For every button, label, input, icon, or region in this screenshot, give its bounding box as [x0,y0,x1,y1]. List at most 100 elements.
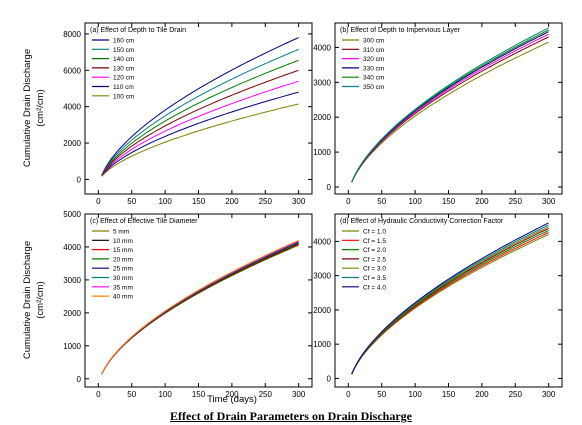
series-line [101,59,299,176]
legend-entry: Cf = 2.5 [363,256,386,263]
y-tick-label: 4000 [63,103,81,112]
series-line [351,222,549,375]
y-tick-label: 1000 [313,148,331,157]
y-axis-label-line2: (cm²/cm) [35,281,46,318]
series-line [101,37,299,176]
legend-entry: 25 mm [113,266,133,273]
x-tick-label: 300 [542,390,556,399]
series-line [101,244,299,375]
series-line [101,69,299,176]
x-tick-label: 200 [475,390,489,399]
legend-entry: 140 cm [113,56,134,63]
legend-entry: 350 cm [363,84,384,91]
x-tick-label: 50 [377,197,386,206]
y-tick-label: 0 [77,175,82,184]
y-axis-label-line2: (cm²/cm) [35,89,46,126]
x-tick-label: 250 [509,197,523,206]
legend-entry: Cf = 1.5 [363,238,386,245]
x-tick-label: 300 [542,197,556,206]
series-line [351,36,549,183]
y-axis-label-line1: Cumulative Drain Discharge [22,241,33,359]
x-tick-label: 250 [259,390,273,399]
x-tick-label: 100 [408,390,422,399]
legend-entry: 40 mm [113,294,133,301]
x-tick-label: 150 [192,390,206,399]
legend-entry: 320 cm [363,56,384,63]
y-tick-label: 3000 [313,272,331,281]
series-line [351,41,549,183]
series-line [101,103,299,177]
legend-entry: 10 mm [113,238,133,245]
legend-entry: 160 cm [113,38,134,45]
legend-entry: 30 mm [113,275,133,282]
series-line [351,31,549,183]
y-tick-label: 4000 [63,243,81,252]
x-tick-label: 250 [259,197,273,206]
legend-entry: Cf = 2.0 [363,247,386,254]
x-axis-label: Time (days) [207,394,257,405]
x-tick-label: 0 [96,197,101,206]
panel-title: (d) Effect of Hydraulic Conductivity Cor… [340,218,504,225]
x-tick-label: 100 [158,390,172,399]
legend-entry: Cf = 4.0 [363,284,386,291]
x-tick-label: 200 [225,390,239,399]
panel-title: (c) Effect of Effective Tile Diameter [90,218,198,225]
y-tick-label: 1000 [63,342,81,351]
y-tick-label: 1000 [313,340,331,349]
series-line [101,91,299,177]
legend-entry: Cf = 1.0 [363,229,386,236]
y-tick-label: 4000 [313,43,331,52]
legend-entry: 20 mm [113,256,133,263]
x-tick-label: 0 [96,390,101,399]
legend-entry: 340 cm [363,75,384,82]
y-axis-label-top: Cumulative Drain Discharge (cm²/cm) [22,49,46,167]
y-tick-label: 2000 [63,309,81,318]
x-tick-label: 100 [408,197,422,206]
x-tick-label: 200 [225,197,239,206]
legend-entry: 15 mm [113,247,133,254]
x-tick-label: 250 [509,390,523,399]
y-tick-label: 5000 [63,210,81,219]
legend-entry: 100 cm [113,93,134,100]
y-tick-label: 0 [77,375,82,384]
y-axis-label-line1: Cumulative Drain Discharge [22,49,33,167]
y-tick-label: 3000 [63,276,81,285]
chart-panel: 0 50 100 150 200 250 300010002000300040005000(… [63,210,313,399]
x-tick-label: 200 [475,197,489,206]
x-tick-label: 0 [346,390,351,399]
x-tick-label: 100 [158,197,172,206]
series-line [101,243,299,375]
legend-entry: 5 mm [113,229,129,236]
legend-entry: 150 cm [113,47,134,54]
x-tick-label: 150 [442,197,456,206]
figure-title: Effect of Drain Parameters on Drain Disc… [170,409,412,423]
legend-entry: 300 cm [363,38,384,45]
y-tick-label: 0 [327,374,332,383]
series-line [351,33,549,183]
legend-entry: 110 cm [113,84,134,91]
y-tick-label: 0 [327,183,332,192]
y-tick-label: 6000 [63,66,81,75]
legend-entry: 310 cm [363,47,384,54]
legend-entry: 330 cm [363,65,384,72]
y-tick-label: 4000 [313,237,331,246]
x-tick-label: 0 [346,197,351,206]
y-tick-label: 2000 [63,139,81,148]
y-tick-label: 2000 [313,306,331,315]
legend-entry: Cf = 3.0 [363,266,386,273]
chart-panel: 0 50 100 150 200 250 300 0 2000 4000 6000 8000 (a) E… [63,22,313,206]
y-axis-label-bottom: Cumulative Drain Discharge (cm²/cm) [22,241,46,359]
legend-entry: 120 cm [113,75,134,82]
y-tick-label: 3000 [313,78,331,87]
legend-entry: 35 mm [113,284,133,291]
series-line [101,239,299,375]
legend-entry: 130 cm [113,65,134,72]
y-tick-label: 2000 [313,113,331,122]
panel-title: (a) Effect of Depth to Tile Drain [90,27,186,34]
panel-title: (b) Effect of Depth to Impervious Layer [340,27,461,34]
series-line [351,27,549,183]
series-line [101,80,299,177]
